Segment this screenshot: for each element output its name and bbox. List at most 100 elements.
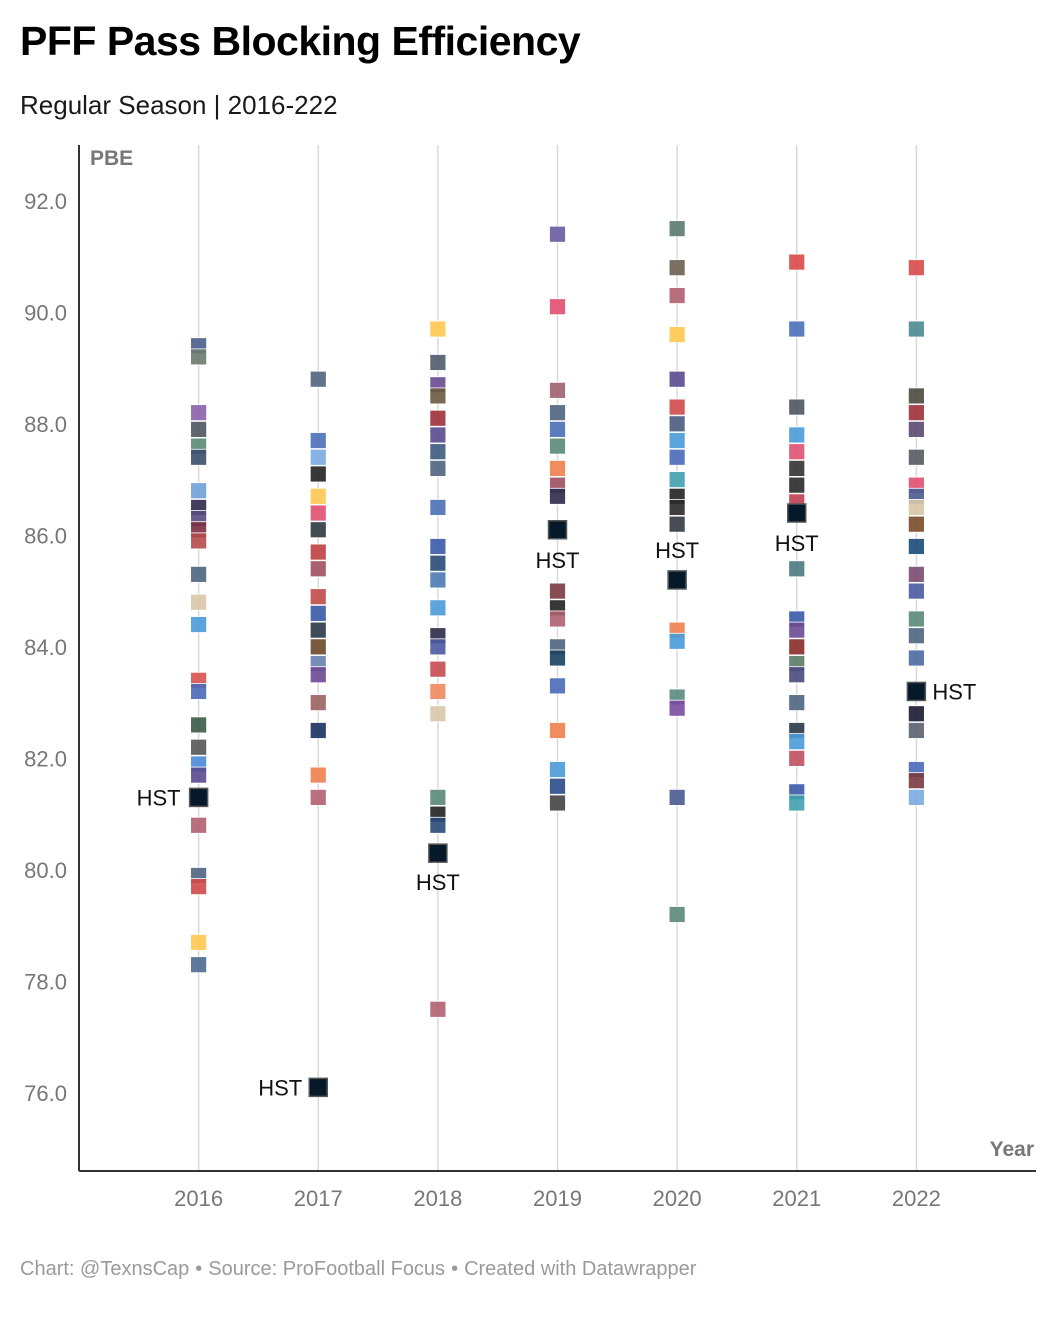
team-point[interactable] <box>309 722 327 739</box>
team-point[interactable] <box>190 878 208 896</box>
team-point[interactable] <box>907 705 925 723</box>
team-point[interactable] <box>190 616 208 633</box>
team-point[interactable] <box>549 722 566 739</box>
team-point[interactable] <box>907 627 925 645</box>
team-point[interactable] <box>309 766 327 784</box>
team-point[interactable] <box>309 621 327 639</box>
team-point[interactable] <box>190 683 208 700</box>
team-point[interactable] <box>549 777 566 795</box>
team-point[interactable] <box>907 649 925 667</box>
team-point[interactable] <box>668 699 686 717</box>
team-point[interactable] <box>309 789 327 806</box>
team-point[interactable] <box>549 761 566 778</box>
team-point[interactable] <box>907 515 925 533</box>
team-point[interactable] <box>429 816 447 834</box>
team-point[interactable] <box>788 253 806 271</box>
team-point[interactable] <box>668 287 686 304</box>
team-point[interactable] <box>668 259 686 277</box>
team-point[interactable] <box>309 521 327 539</box>
hst-point[interactable] <box>308 1077 328 1098</box>
team-point[interactable] <box>429 426 447 444</box>
team-point[interactable] <box>549 298 566 316</box>
hst-point[interactable] <box>787 503 807 523</box>
team-point[interactable] <box>429 571 447 589</box>
team-point[interactable] <box>907 538 925 555</box>
team-point[interactable] <box>549 487 566 505</box>
team-point[interactable] <box>668 398 686 416</box>
team-point[interactable] <box>309 543 327 561</box>
team-point[interactable] <box>668 499 686 516</box>
team-point[interactable] <box>429 320 447 338</box>
team-point[interactable] <box>429 660 447 678</box>
team-point[interactable] <box>907 420 925 438</box>
team-point[interactable] <box>309 560 327 578</box>
team-point[interactable] <box>668 415 686 433</box>
team-point[interactable] <box>309 588 327 606</box>
hst-point[interactable] <box>188 787 209 808</box>
team-point[interactable] <box>668 906 686 923</box>
team-point[interactable] <box>549 225 566 243</box>
team-point[interactable] <box>190 716 208 734</box>
team-point[interactable] <box>907 387 925 405</box>
team-point[interactable] <box>788 398 806 416</box>
team-point[interactable] <box>190 738 208 756</box>
team-point[interactable] <box>429 354 447 371</box>
team-point[interactable] <box>907 448 925 466</box>
team-point[interactable] <box>788 460 806 477</box>
team-point[interactable] <box>907 772 925 790</box>
team-point[interactable] <box>668 370 686 388</box>
team-point[interactable] <box>429 460 447 477</box>
team-point[interactable] <box>907 320 925 338</box>
team-point[interactable] <box>429 1000 447 1018</box>
team-point[interactable] <box>429 599 447 617</box>
team-point[interactable] <box>549 794 566 812</box>
team-point[interactable] <box>788 638 806 656</box>
team-point[interactable] <box>907 565 925 583</box>
team-point[interactable] <box>190 420 208 438</box>
team-point[interactable] <box>190 933 208 951</box>
team-point[interactable] <box>788 749 806 767</box>
team-point[interactable] <box>788 320 806 338</box>
team-point[interactable] <box>190 448 208 466</box>
team-point[interactable] <box>907 582 925 600</box>
team-point[interactable] <box>429 538 447 555</box>
team-point[interactable] <box>190 593 208 611</box>
team-point[interactable] <box>907 259 925 277</box>
team-point[interactable] <box>190 348 208 366</box>
team-point[interactable] <box>429 387 447 405</box>
hst-point[interactable] <box>667 570 687 590</box>
team-point[interactable] <box>429 789 447 806</box>
team-point[interactable] <box>788 694 806 712</box>
team-point[interactable] <box>309 448 327 466</box>
team-point[interactable] <box>907 404 925 422</box>
team-point[interactable] <box>429 705 447 723</box>
team-point[interactable] <box>190 482 208 500</box>
team-point[interactable] <box>788 560 806 578</box>
hst-point[interactable] <box>906 681 927 702</box>
team-point[interactable] <box>549 381 566 399</box>
team-point[interactable] <box>309 465 327 483</box>
team-point[interactable] <box>788 476 806 494</box>
team-point[interactable] <box>668 220 686 238</box>
team-point[interactable] <box>190 565 208 583</box>
team-point[interactable] <box>429 638 447 656</box>
team-point[interactable] <box>549 649 566 667</box>
team-point[interactable] <box>788 443 806 461</box>
team-point[interactable] <box>788 733 806 751</box>
team-point[interactable] <box>190 766 208 784</box>
team-point[interactable] <box>788 794 806 812</box>
team-point[interactable] <box>788 426 806 444</box>
team-point[interactable] <box>309 432 327 449</box>
team-point[interactable] <box>549 437 566 455</box>
team-point[interactable] <box>549 420 566 438</box>
team-point[interactable] <box>190 956 208 974</box>
tool-credit[interactable]: Created with Datawrapper <box>464 1258 697 1280</box>
team-point[interactable] <box>429 409 447 427</box>
team-point[interactable] <box>309 638 327 656</box>
team-point[interactable] <box>309 604 327 622</box>
team-point[interactable] <box>549 677 566 695</box>
team-point[interactable] <box>429 499 447 516</box>
team-point[interactable] <box>788 621 806 639</box>
team-point[interactable] <box>429 683 447 700</box>
team-point[interactable] <box>668 515 686 533</box>
